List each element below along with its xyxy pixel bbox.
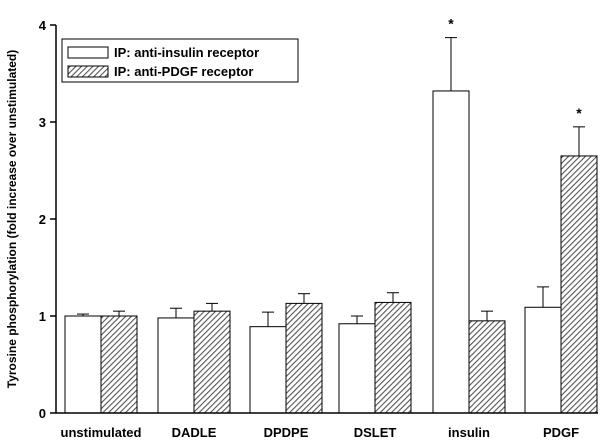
- bar-anti-insulin-insulin: [432, 90, 470, 414]
- y-tick-label: 2: [39, 212, 46, 227]
- bar-anti-pdgf-dslet: [374, 301, 412, 414]
- legend-swatch: [67, 65, 109, 78]
- legend: IP: anti-insulin receptor IP: anti-PDGF r…: [61, 38, 299, 83]
- bar-anti-insulin-dadle: [157, 317, 195, 414]
- bar-anti-pdgf-insulin: [468, 320, 506, 414]
- x-category-label: DSLET: [354, 425, 397, 440]
- significance-marker: *: [448, 16, 454, 32]
- x-category-label: PDGF: [543, 425, 579, 440]
- bar-anti-insulin-dpdpe: [249, 326, 287, 414]
- bar-anti-insulin-pdgf: [524, 306, 562, 414]
- legend-label: IP: anti-insulin receptor: [114, 45, 259, 60]
- legend-swatch: [67, 46, 109, 59]
- x-axis-category-labels: unstimulated DADLE DPDPE DSLET insulin PDGF: [61, 425, 580, 440]
- bar-anti-pdgf-dpdpe: [285, 302, 323, 414]
- bar-anti-insulin-dslet: [338, 323, 376, 414]
- bars-layer: [64, 90, 598, 414]
- x-category-label: unstimulated: [61, 425, 142, 440]
- significance-marker: *: [576, 105, 582, 121]
- x-category-label: DPDPE: [264, 425, 309, 440]
- bar-anti-insulin-unstimulated: [64, 315, 102, 414]
- x-category-label: DADLE: [172, 425, 217, 440]
- y-axis-title: Tyrosine phosphorylation (fold increase …: [5, 50, 19, 389]
- y-axis-ticks: 0 1 2 3 4: [39, 18, 56, 421]
- y-tick-label: 4: [39, 18, 47, 33]
- error-bars-layer: [77, 37, 585, 327]
- significance-markers-layer: **: [448, 16, 582, 121]
- legend-label: IP: anti-PDGF receptor: [114, 64, 253, 79]
- x-category-label: insulin: [448, 425, 490, 440]
- bar-anti-pdgf-pdgf: [560, 155, 598, 414]
- y-tick-label: 0: [39, 406, 46, 421]
- y-tick-label: 1: [39, 309, 46, 324]
- bar-anti-pdgf-dadle: [193, 310, 231, 414]
- bar-anti-pdgf-unstimulated: [100, 315, 138, 414]
- y-tick-label: 3: [39, 115, 46, 130]
